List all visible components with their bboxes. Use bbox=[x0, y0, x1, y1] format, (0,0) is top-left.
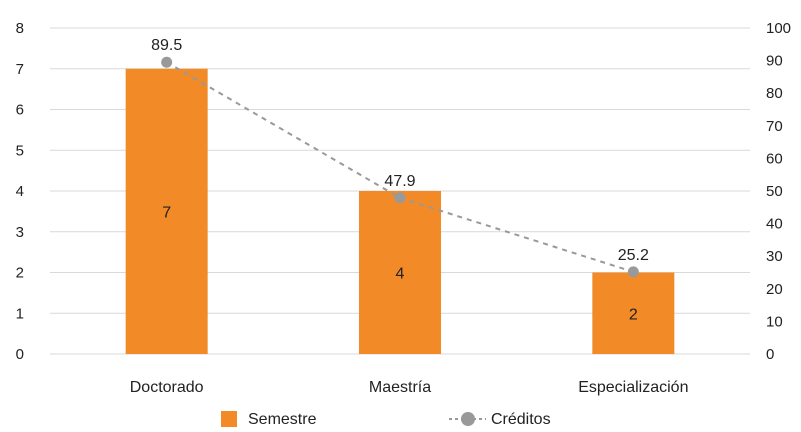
left-axis-tick-label: 8 bbox=[16, 20, 24, 37]
right-axis-tick-label: 100 bbox=[766, 20, 791, 37]
right-axis-tick-label: 60 bbox=[766, 150, 783, 167]
bar-value-label: 4 bbox=[396, 266, 405, 283]
right-axis-tick-label: 10 bbox=[766, 313, 783, 330]
right-axis: 0 10 20 30 40 50 60 70 80 90 100 bbox=[766, 20, 791, 363]
bar-semestre bbox=[125, 68, 208, 354]
left-axis-tick-label: 3 bbox=[16, 224, 24, 241]
line-point-creditos bbox=[394, 192, 406, 204]
right-axis-tick-label: 90 bbox=[766, 53, 783, 70]
line-series-creditos bbox=[161, 56, 639, 278]
legend-swatch-semestre bbox=[221, 411, 237, 427]
left-axis-tick-label: 4 bbox=[16, 183, 24, 200]
legend-marker-creditos bbox=[461, 412, 475, 426]
left-axis-tick-label: 2 bbox=[16, 265, 24, 282]
right-axis-tick-label: 30 bbox=[766, 248, 783, 265]
legend-label-semestre: Semestre bbox=[248, 411, 317, 428]
left-axis-tick-label: 0 bbox=[16, 346, 24, 363]
right-axis-tick-label: 50 bbox=[766, 183, 783, 200]
line-value-label: 47.9 bbox=[384, 173, 415, 190]
bar-semestre bbox=[592, 272, 675, 354]
line-point-creditos bbox=[161, 56, 173, 68]
left-axis-tick-label: 7 bbox=[16, 61, 24, 78]
right-axis-tick-label: 40 bbox=[766, 216, 783, 233]
bar-semestre bbox=[359, 191, 441, 354]
category-label: Doctorado bbox=[130, 379, 204, 396]
category-axis: Doctorado Maestría Especialización bbox=[130, 379, 689, 396]
bar-value-label: 2 bbox=[629, 306, 638, 323]
right-axis-tick-label: 80 bbox=[766, 85, 783, 102]
left-axis-tick-label: 6 bbox=[16, 102, 24, 119]
data-labels: 7 4 2 89.5 47.9 25.2 bbox=[151, 37, 649, 323]
category-label: Especialización bbox=[578, 379, 688, 396]
legend-label-creditos: Créditos bbox=[491, 411, 551, 428]
right-axis-tick-label: 20 bbox=[766, 281, 783, 298]
left-axis-tick-label: 1 bbox=[16, 305, 24, 322]
line-value-label: 89.5 bbox=[151, 37, 182, 54]
bar-value-label: 7 bbox=[162, 204, 171, 221]
left-axis-tick-label: 5 bbox=[16, 142, 24, 159]
bar-series-semestre bbox=[125, 68, 675, 354]
line-value-label: 25.2 bbox=[618, 247, 649, 264]
right-axis-tick-label: 0 bbox=[766, 346, 774, 363]
line-path-creditos bbox=[166, 61, 634, 273]
legend: Semestre Créditos bbox=[221, 411, 551, 428]
line-point-creditos bbox=[627, 266, 639, 278]
left-axis: 0 1 2 3 4 5 6 7 8 bbox=[16, 20, 24, 363]
right-axis-tick-label: 70 bbox=[766, 118, 783, 135]
category-label: Maestría bbox=[369, 379, 431, 396]
